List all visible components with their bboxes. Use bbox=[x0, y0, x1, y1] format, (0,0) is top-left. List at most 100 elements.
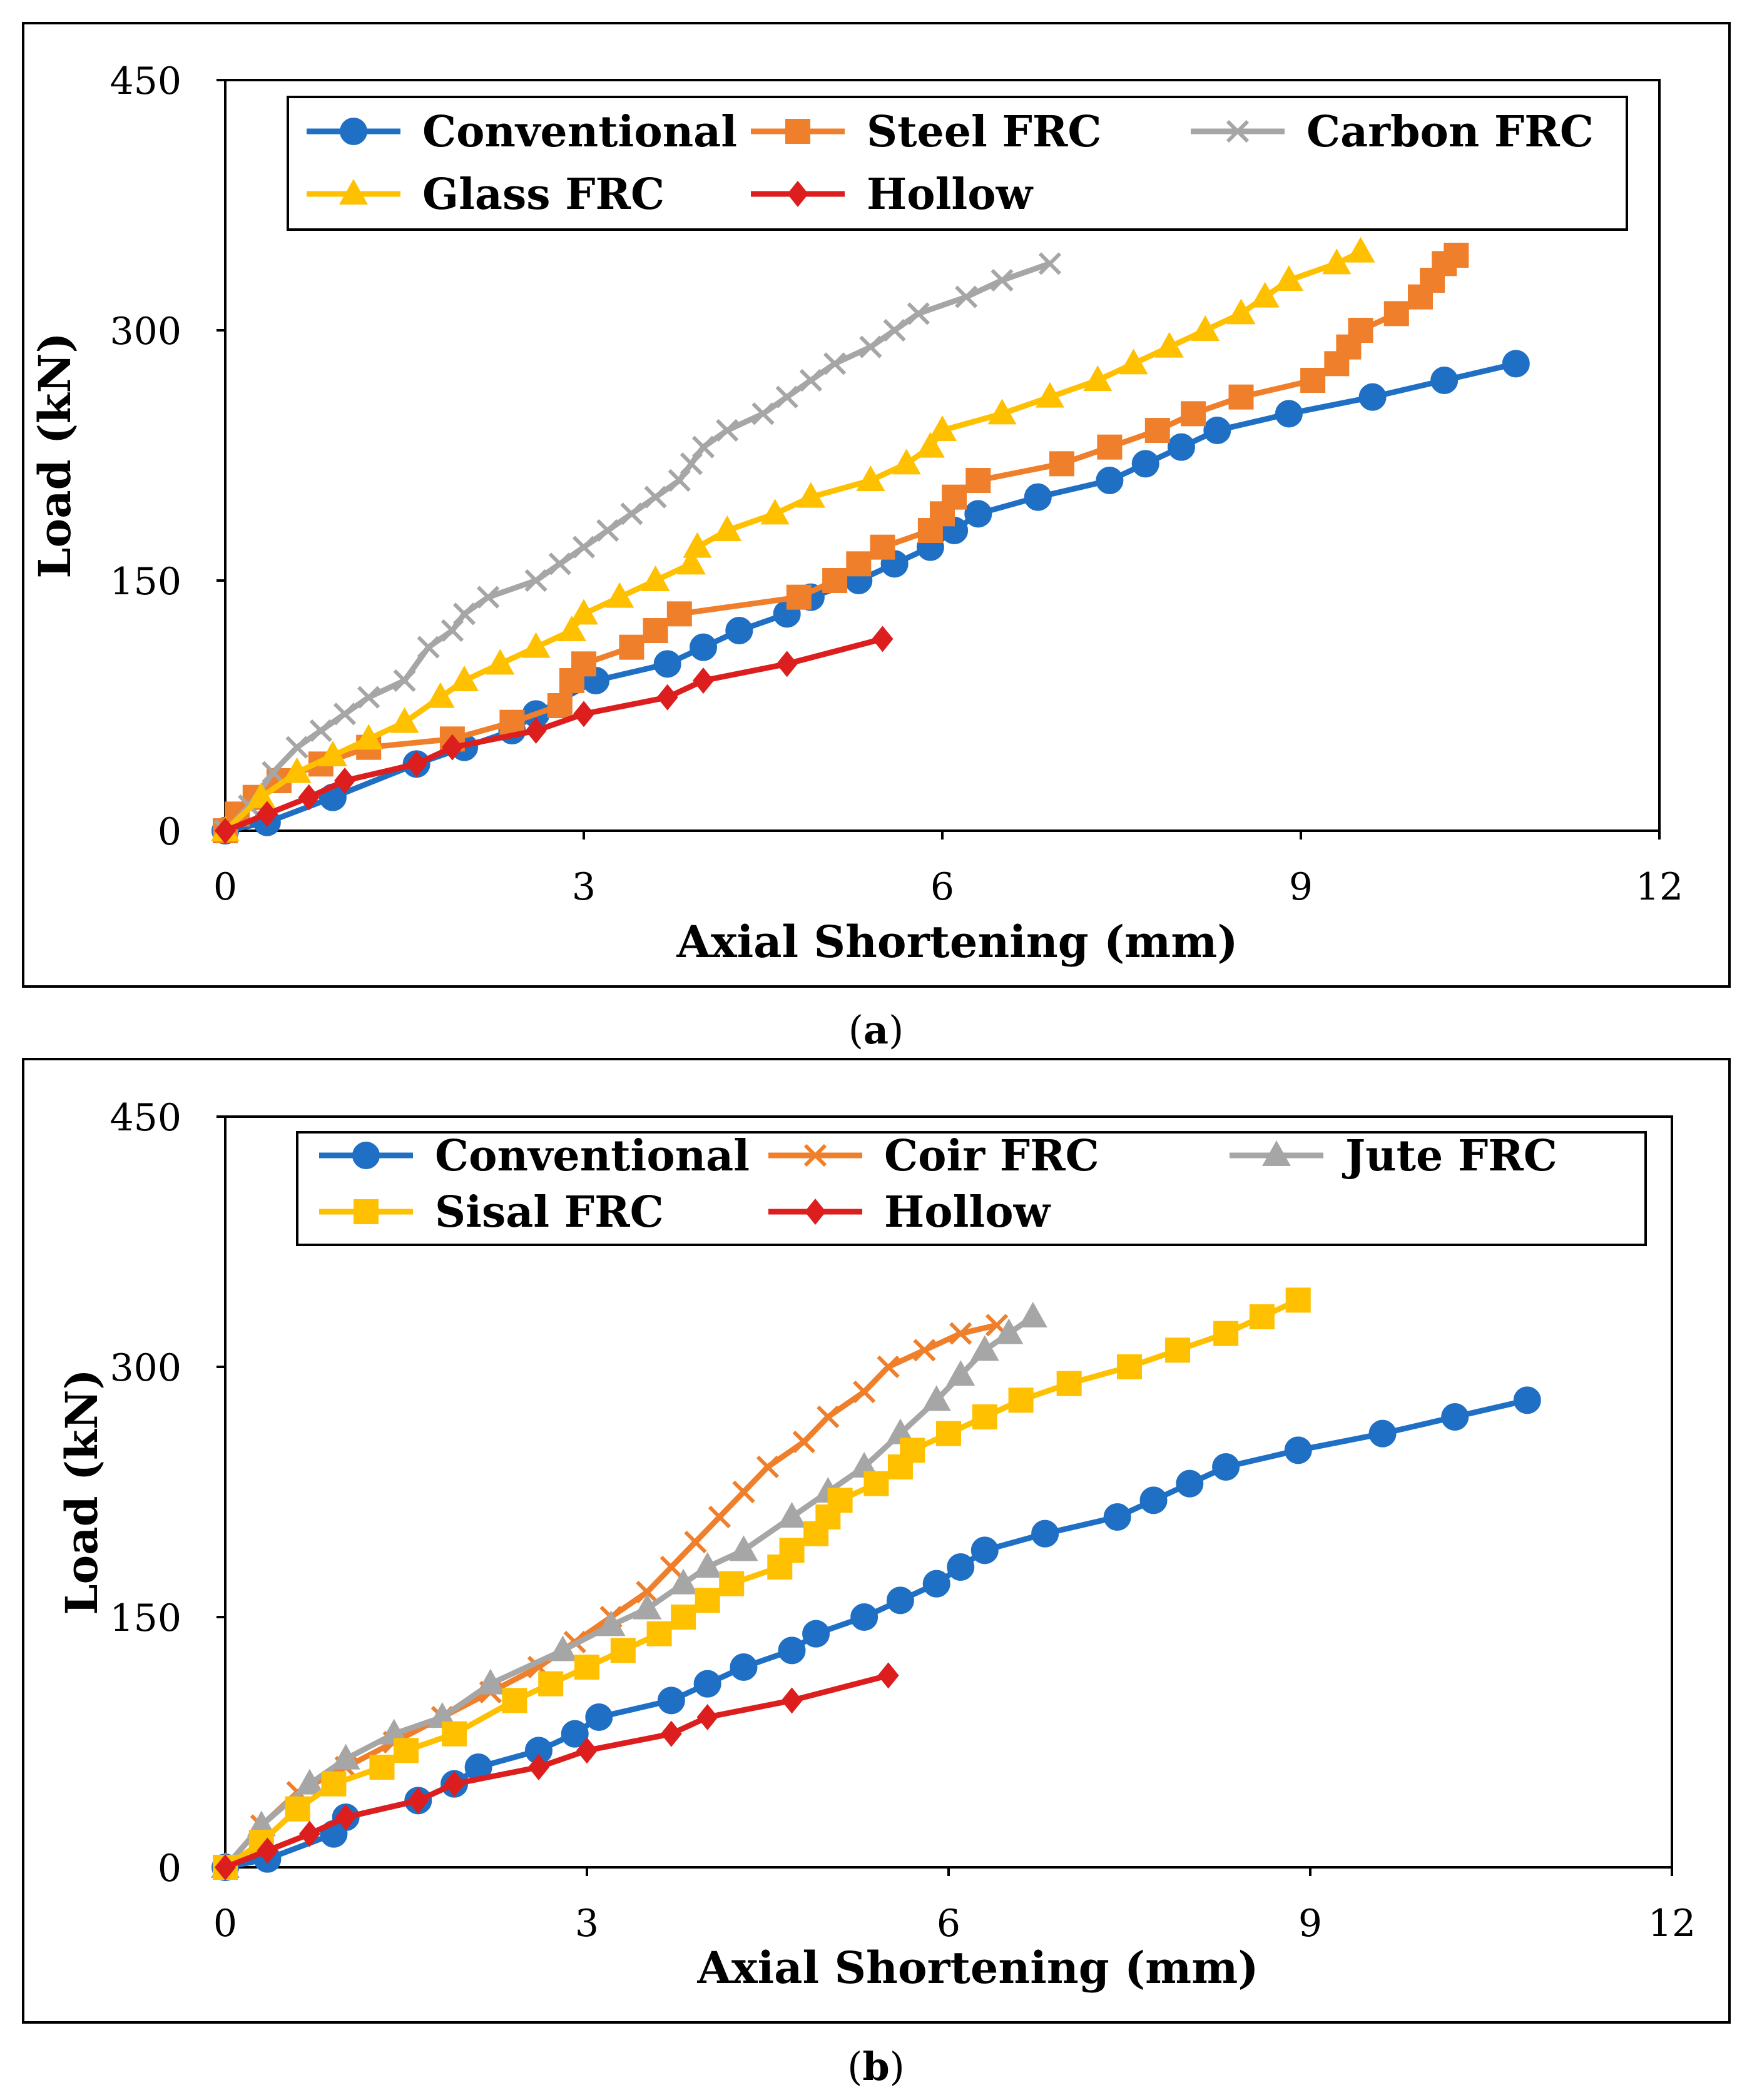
data-point bbox=[1346, 236, 1375, 263]
data-point bbox=[285, 1796, 310, 1822]
data-point bbox=[1131, 450, 1159, 478]
data-point bbox=[309, 719, 332, 743]
data-point bbox=[1513, 1386, 1541, 1414]
data-point bbox=[827, 1488, 853, 1513]
data-point bbox=[708, 1505, 731, 1529]
data-point bbox=[1038, 252, 1062, 275]
data-point bbox=[282, 757, 312, 783]
data-point bbox=[991, 268, 1014, 292]
y-tick-label: 300 bbox=[109, 310, 181, 353]
data-point bbox=[1444, 243, 1469, 268]
data-point bbox=[900, 1438, 925, 1463]
data-point bbox=[915, 432, 945, 458]
data-point bbox=[1096, 467, 1124, 494]
data-point bbox=[657, 1687, 685, 1715]
data-point bbox=[781, 1687, 803, 1714]
data-point bbox=[1285, 1287, 1311, 1313]
data-point bbox=[318, 741, 347, 766]
legend-marker bbox=[787, 181, 808, 207]
data-point bbox=[949, 1322, 972, 1345]
data-point bbox=[1165, 1337, 1191, 1363]
data-point bbox=[1502, 350, 1530, 378]
data-point bbox=[856, 465, 885, 491]
data-point bbox=[452, 602, 476, 626]
data-point bbox=[548, 1635, 578, 1661]
data-point bbox=[596, 519, 619, 542]
panel-b: 0 3 6 9 12 0 150 300 450 Axial Shortening (mm) Loa… bbox=[56, 1096, 1696, 1994]
y-tick-label: 150 bbox=[109, 1596, 181, 1640]
data-point bbox=[441, 734, 463, 761]
data-point bbox=[653, 650, 681, 678]
data-point bbox=[393, 669, 416, 692]
y-axis-title: Load (kN) bbox=[29, 332, 81, 578]
data-point bbox=[425, 682, 455, 708]
legend-marker bbox=[352, 1142, 380, 1169]
data-point bbox=[725, 617, 753, 644]
data-point bbox=[1103, 1503, 1131, 1531]
data-point bbox=[1031, 1519, 1059, 1548]
data-point bbox=[1097, 434, 1123, 460]
legend-label: Conventional bbox=[435, 1131, 750, 1181]
data-point bbox=[521, 632, 551, 658]
data-point bbox=[321, 1771, 347, 1797]
legend-item: Glass FRC bbox=[307, 170, 665, 220]
legend-item: Conventional bbox=[307, 107, 737, 157]
data-point bbox=[569, 599, 598, 625]
data-point bbox=[334, 768, 355, 794]
data-point bbox=[405, 751, 427, 778]
data-point bbox=[970, 1536, 999, 1565]
data-point bbox=[823, 352, 847, 375]
data-point bbox=[1274, 265, 1303, 291]
data-point bbox=[610, 1638, 636, 1663]
data-point bbox=[892, 449, 921, 475]
data-point bbox=[571, 651, 596, 677]
data-point bbox=[548, 552, 571, 576]
legend-marker bbox=[803, 1144, 827, 1167]
data-point bbox=[527, 1754, 549, 1780]
data-point bbox=[394, 1738, 419, 1763]
data-point bbox=[298, 784, 320, 811]
panel-a: 0 3 6 9 12 0 150 300 450 Axial Shortening (mm) Loa… bbox=[29, 59, 1683, 968]
series-steel-frc bbox=[213, 243, 1469, 843]
data-point bbox=[859, 335, 882, 358]
data-point bbox=[863, 1471, 889, 1496]
legend-marker bbox=[340, 118, 367, 145]
data-point bbox=[1191, 315, 1220, 341]
data-point bbox=[666, 601, 692, 627]
data-point bbox=[1300, 368, 1326, 393]
legend-item: Sisal FRC bbox=[319, 1187, 664, 1237]
data-point bbox=[680, 452, 703, 475]
x-tick-label: 3 bbox=[572, 865, 596, 909]
data-point bbox=[1119, 348, 1148, 375]
data-point bbox=[547, 693, 573, 718]
data-point bbox=[605, 582, 634, 608]
data-point bbox=[922, 1385, 951, 1411]
x-axis-title: Axial Shortening (mm) bbox=[676, 916, 1238, 968]
data-point bbox=[1212, 1453, 1240, 1481]
data-point bbox=[684, 1530, 707, 1554]
data-point bbox=[886, 1586, 914, 1615]
data-point bbox=[850, 1603, 879, 1631]
series-line bbox=[222, 249, 1363, 834]
data-point bbox=[786, 584, 812, 610]
data-point bbox=[955, 285, 978, 308]
legend-box bbox=[296, 1131, 1647, 1246]
data-point bbox=[247, 782, 276, 808]
y-tick-label: 450 bbox=[109, 1096, 181, 1140]
data-point bbox=[357, 686, 380, 709]
legend-label: Carbon FRC bbox=[1306, 107, 1594, 157]
data-point bbox=[633, 1593, 662, 1620]
data-point bbox=[643, 618, 668, 643]
data-point bbox=[928, 415, 957, 441]
x-tick-label: 3 bbox=[575, 1902, 599, 1945]
y-axis-title: Load (kN) bbox=[56, 1369, 108, 1615]
y-tick-label: 300 bbox=[109, 1346, 181, 1390]
x-tick-label: 0 bbox=[213, 865, 237, 909]
data-point bbox=[877, 1355, 900, 1379]
legend-item: Steel FRC bbox=[751, 107, 1101, 157]
data-point bbox=[729, 1535, 758, 1561]
data-point bbox=[1018, 1302, 1047, 1327]
y-tick-label: 0 bbox=[158, 1847, 181, 1890]
x-tick-label: 9 bbox=[1298, 1902, 1322, 1945]
data-point bbox=[676, 549, 706, 575]
